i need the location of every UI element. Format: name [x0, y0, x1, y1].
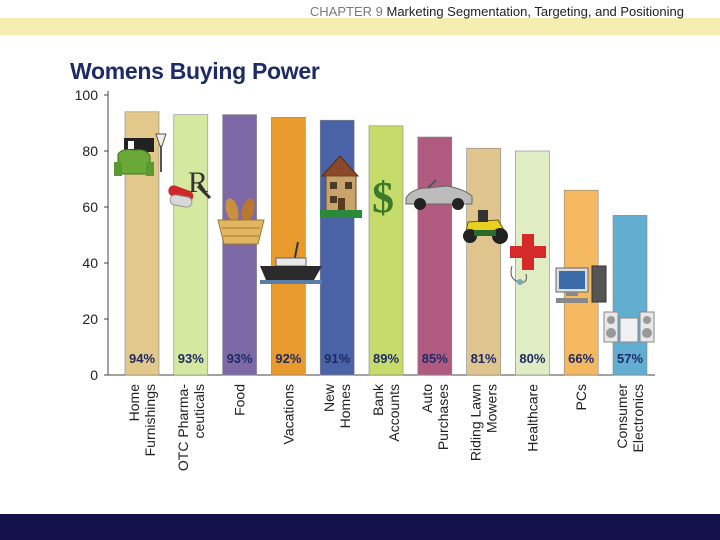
bar [173, 114, 209, 376]
footer-bar [0, 514, 720, 540]
header-bar: CHAPTER 9 Marketing Segmentation, Target… [0, 0, 720, 36]
data-label: 94% [129, 351, 155, 366]
bar [417, 136, 453, 376]
convertible-car-icon [405, 179, 473, 210]
red-cross-icon [510, 234, 546, 285]
bar [612, 215, 648, 376]
data-label: 81% [471, 351, 497, 366]
cruise-ship-icon [260, 241, 322, 284]
stereo-icon [603, 311, 655, 343]
x-tick-label-line: New [321, 383, 337, 412]
data-label: 89% [373, 351, 399, 366]
y-tick-label: 20 [82, 311, 98, 327]
x-tick-label-line: Bank [370, 383, 386, 416]
x-tick-label: Consumer Electronics [614, 384, 646, 453]
x-tick-label: Riding Lawn Mowers [468, 384, 500, 461]
x-tick-label-line: OTC Pharma- [175, 384, 191, 471]
x-tick-label-line: Purchases [435, 384, 451, 450]
x-tick-label-line: Riding Lawn [468, 384, 484, 461]
x-tick-label-line: Food [232, 384, 248, 416]
house-icon [320, 155, 362, 218]
chapter-label: CHAPTER 9 [309, 4, 383, 19]
y-tick-label: 80 [82, 143, 98, 159]
bar [466, 147, 501, 376]
x-tick-label: Food [232, 384, 248, 416]
x-tick-label: OTC Pharma-ceuticals [175, 384, 207, 471]
x-tick-label-line: Homes [337, 384, 353, 428]
x-tick-label: Bank Accounts [370, 383, 402, 442]
x-tick-label-line: Healthcare [524, 384, 540, 452]
x-tick-label: PCs [573, 384, 589, 410]
data-label: 57% [617, 351, 643, 366]
bar [271, 117, 306, 376]
x-tick-label-line: Vacations [280, 384, 296, 444]
bar [222, 114, 257, 376]
chapter-heading: CHAPTER 9 Marketing Segmentation, Target… [0, 4, 684, 19]
rx-pills-icon: R [168, 166, 212, 208]
slide-title: Womens Buying Power [70, 58, 320, 84]
y-tick-label: 100 [75, 87, 99, 103]
y-tick-label: 40 [82, 255, 98, 271]
y-tick-label: 0 [90, 367, 98, 383]
data-label: 91% [324, 351, 350, 366]
x-tick-label-line: Accounts [386, 384, 402, 442]
dollar-sign-icon: $ [372, 173, 394, 220]
bread-basket-icon [217, 198, 265, 245]
x-tick-label-line: Home [126, 384, 142, 422]
x-tick-label: Healthcare [524, 384, 540, 452]
desktop-computer-icon [555, 265, 607, 303]
x-tick-label-line: Auto [419, 384, 435, 413]
x-tick-label: Auto Purchases [419, 384, 451, 450]
x-tick-label-line: PCs [573, 384, 589, 410]
data-label: 66% [568, 351, 594, 366]
data-label: 93% [178, 351, 204, 366]
data-label: 93% [227, 351, 253, 366]
bar [368, 125, 404, 376]
data-label: 85% [422, 351, 448, 366]
header-stripe [0, 18, 720, 35]
x-tick-label: New Homes [321, 383, 353, 428]
x-tick-label-line: ceuticals [191, 384, 207, 438]
data-label: 80% [519, 351, 545, 366]
x-tick-label-line: Mowers [484, 384, 500, 433]
armchair-lamp-icon [114, 133, 167, 176]
x-tick-label-line: Furnishings [142, 384, 158, 456]
x-tick-label: Vacations [280, 384, 296, 444]
x-tick-label-line: Consumer [614, 384, 630, 449]
svg-text:$: $ [372, 173, 394, 220]
riding-mower-icon [463, 210, 508, 244]
chapter-title: Marketing Segmentation, Targeting, and P… [386, 4, 684, 19]
y-tick-label: 60 [82, 199, 98, 215]
x-tick-label-line: Electronics [630, 384, 646, 452]
data-label: 92% [275, 351, 301, 366]
x-tick-label: Home Furnishings [126, 384, 158, 457]
